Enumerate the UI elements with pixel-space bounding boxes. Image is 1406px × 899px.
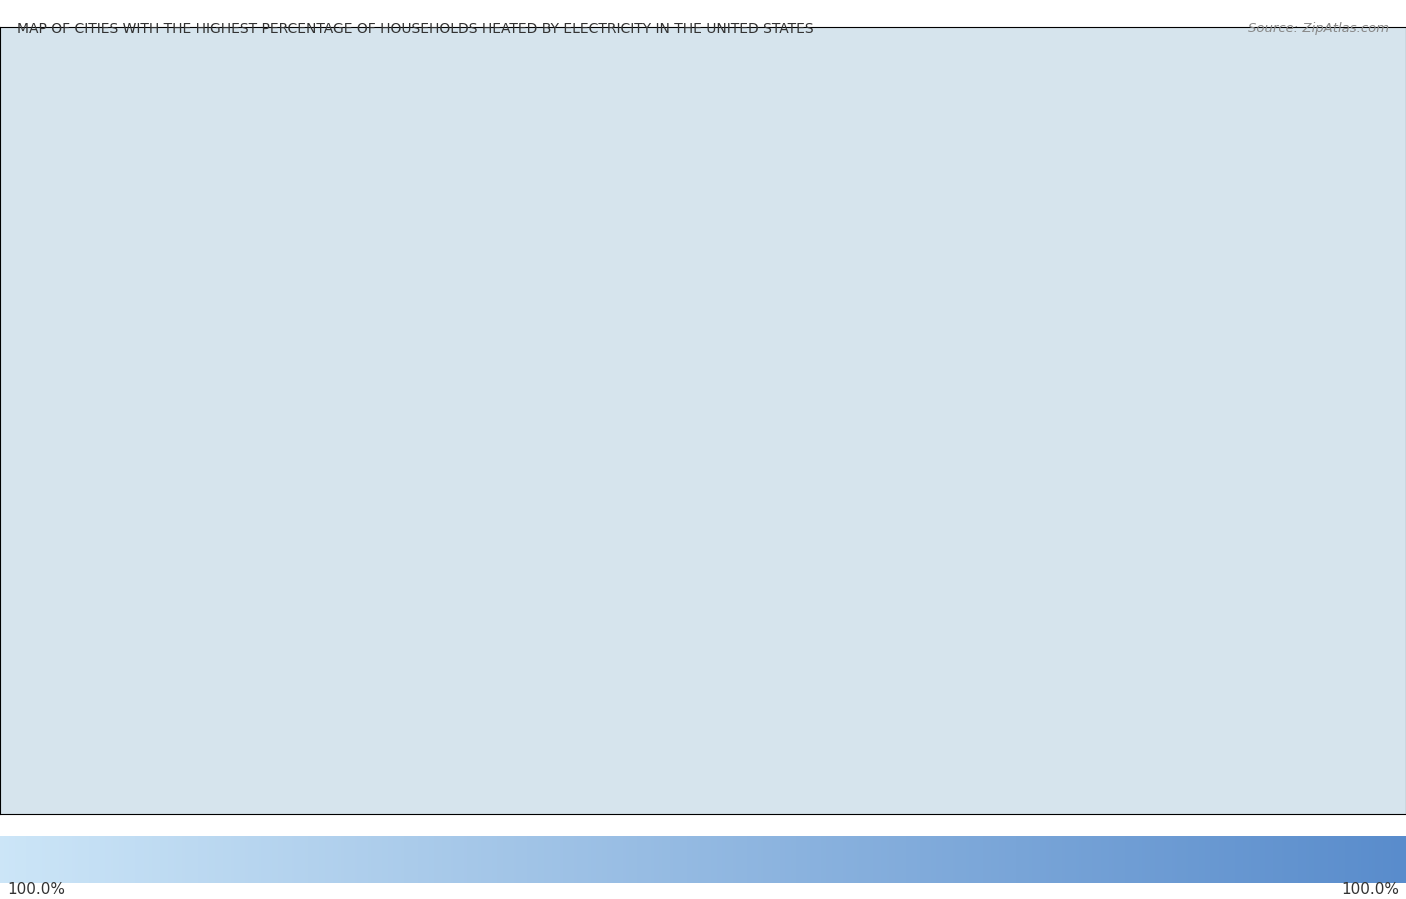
Text: MAP OF CITIES WITH THE HIGHEST PERCENTAGE OF HOUSEHOLDS HEATED BY ELECTRICITY IN: MAP OF CITIES WITH THE HIGHEST PERCENTAG… xyxy=(17,22,814,37)
Text: 100.0%: 100.0% xyxy=(7,882,65,897)
Text: 100.0%: 100.0% xyxy=(1341,882,1399,897)
Text: Source: ZipAtlas.com: Source: ZipAtlas.com xyxy=(1249,22,1389,35)
